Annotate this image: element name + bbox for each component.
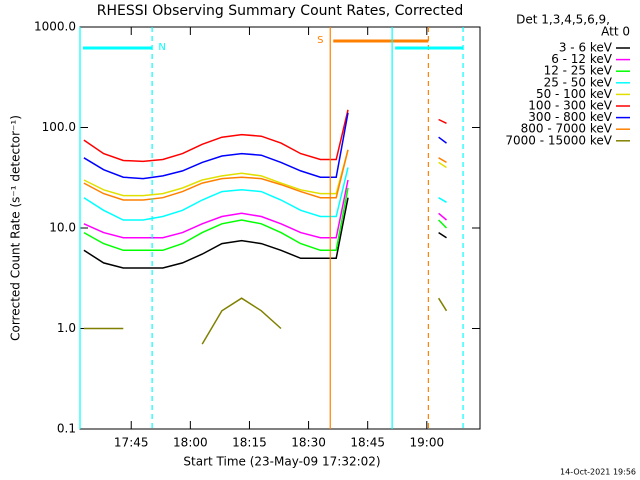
legend-label: 300 - 800 keV [528, 110, 612, 124]
y-tick-label: 10.0 [49, 221, 76, 235]
legend-label: 50 - 100 keV [536, 87, 613, 101]
footer: 14-Oct-2021 19:56 [560, 468, 636, 477]
y-tick-label: 1.0 [57, 321, 76, 335]
series-line [83, 179, 447, 239]
y-tick-label: 100.0 [42, 120, 76, 134]
subtitle: Det 1,3,4,5,6,9, [516, 13, 610, 27]
x-tick-label: 19:00 [410, 436, 445, 450]
series-line [83, 149, 447, 197]
x-tick-label: 18:45 [350, 436, 385, 450]
chart-title: RHESSI Observing Summary Count Rates, Co… [97, 3, 463, 19]
x-tick-label: 18:15 [232, 436, 267, 450]
x-tick-label: 17:45 [114, 436, 149, 450]
y-tick-label: 0.1 [57, 422, 76, 436]
y-axis-label: Corrected Count Rate (s⁻¹ detector⁻¹) [9, 115, 23, 341]
series-line [83, 187, 448, 252]
series-line [83, 149, 447, 201]
y-tick-label: 1000.0 [34, 20, 76, 34]
event-label: S [317, 35, 323, 46]
series-line [83, 297, 448, 345]
legend-label: 12 - 25 keV [544, 64, 613, 78]
event-label: N [158, 42, 165, 53]
series-line [83, 197, 447, 269]
x-axis-label: Start Time (23-May-09 17:32:02) [183, 455, 380, 469]
x-tick-label: 18:30 [291, 436, 326, 450]
legend-label: 100 - 300 keV [528, 99, 612, 113]
legend-label: 6 - 12 keV [551, 52, 613, 66]
subtitle: Att 0 [601, 25, 630, 39]
series-line [83, 109, 447, 163]
series-line [83, 167, 447, 221]
series-line [83, 112, 447, 180]
legend-label: 25 - 50 keV [544, 75, 613, 89]
legend-label: 3 - 6 keV [559, 41, 613, 55]
legend-label: 7000 - 15000 keV [505, 133, 612, 147]
x-tick-label: 18:00 [173, 436, 208, 450]
legend-label: 800 - 7000 keV [521, 122, 613, 136]
